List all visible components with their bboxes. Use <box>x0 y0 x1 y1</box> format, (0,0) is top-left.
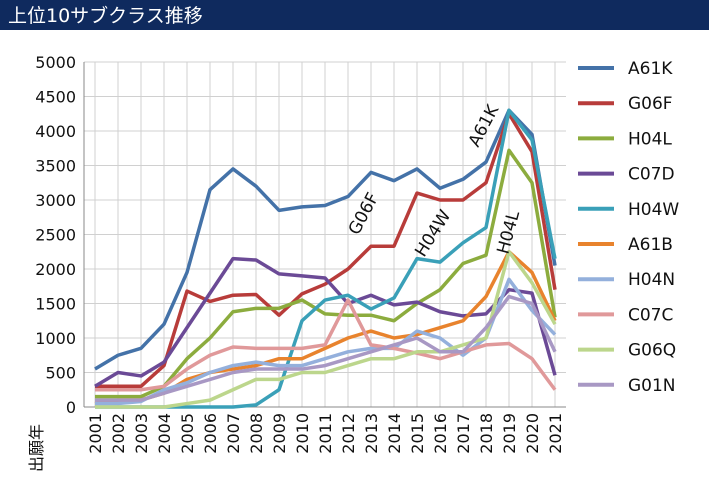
y-tick-label: 2500 <box>35 226 76 245</box>
x-tick-label: 2014 <box>385 413 404 454</box>
x-tick-label: 2016 <box>431 413 450 454</box>
series-line <box>95 298 557 392</box>
y-tick-label: 500 <box>45 364 76 383</box>
x-tick-label: 2012 <box>339 413 358 454</box>
legend-label: C07D <box>628 165 675 185</box>
y-tick-label: 3500 <box>35 157 76 176</box>
legend-label: A61K <box>628 59 673 79</box>
legend-label: H04L <box>628 129 672 149</box>
x-tick-label: 2011 <box>316 413 335 454</box>
x-tick-label: 2019 <box>500 413 519 454</box>
series-line <box>95 277 557 406</box>
x-tick-label: 2009 <box>270 413 289 454</box>
x-tick-label: 2017 <box>454 413 473 454</box>
x-tick-label: 2010 <box>293 413 312 454</box>
x-tick-label: 2001 <box>86 413 105 454</box>
title-bar <box>0 0 709 30</box>
series-line <box>95 148 557 399</box>
chart-title: 上位10サブクラス推移 <box>8 4 203 27</box>
x-tick-label: 2008 <box>247 413 266 454</box>
legend-label: G06Q <box>628 341 676 361</box>
legend-label: G01N <box>628 376 676 396</box>
legend-label: A61B <box>628 235 673 255</box>
x-tick-label: 2003 <box>132 413 151 454</box>
legend-label: H04W <box>628 200 679 220</box>
series-line <box>94 256 557 388</box>
x-tick-label: 2013 <box>362 413 381 454</box>
series-line <box>95 294 557 402</box>
series-line <box>94 108 557 371</box>
y-tick-label: 4500 <box>35 88 76 107</box>
x-tick-label: 2007 <box>224 413 243 454</box>
annotation: G06F <box>345 190 384 239</box>
x-tick-label: 2015 <box>408 413 427 454</box>
y-tick-label: 1500 <box>35 295 76 314</box>
series-line <box>95 112 557 389</box>
x-tick-label: 2002 <box>109 413 128 454</box>
annotation: H04L <box>494 208 525 256</box>
y-tick-label: 0 <box>66 398 76 417</box>
legend-label: H04N <box>628 270 675 290</box>
y-tick-label: 5000 <box>35 53 76 72</box>
x-tick-label: 2021 <box>546 413 565 454</box>
x-tick-label: 2020 <box>523 413 542 454</box>
x-tick-label: 2004 <box>155 413 174 454</box>
y-tick-label: 4000 <box>35 122 76 141</box>
legend-label: G06F <box>628 94 673 114</box>
series-line <box>95 250 557 409</box>
y-tick-label: 1000 <box>35 329 76 348</box>
x-tick-label: 2018 <box>477 413 496 454</box>
x-axis-label: 出願年 <box>27 424 46 472</box>
legend-label: C07C <box>628 305 673 325</box>
y-tick-label: 3000 <box>35 191 76 210</box>
y-tick-label: 2000 <box>35 260 76 279</box>
x-tick-label: 2005 <box>178 413 197 454</box>
x-tick-label: 2006 <box>201 413 220 454</box>
